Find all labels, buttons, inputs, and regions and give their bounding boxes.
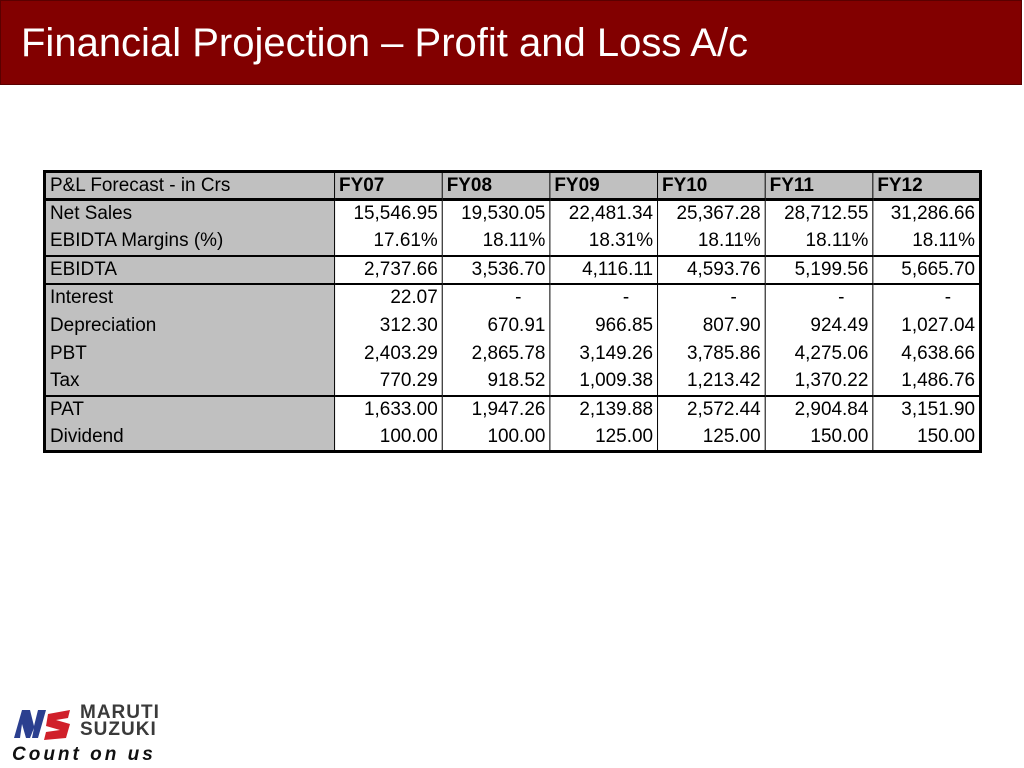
table-cell: - bbox=[657, 282, 766, 312]
table-row: Dividend 100.00 100.00 125.00 125.00 150… bbox=[44, 423, 981, 452]
table-cell: 3,785.86 bbox=[657, 339, 766, 368]
table-cell: 1,213.42 bbox=[657, 367, 766, 396]
table-row: Net Sales 15,546.95 19,530.05 22,481.34 … bbox=[44, 199, 981, 228]
logo-wordmark: MARUTI SUZUKI bbox=[80, 702, 160, 740]
table-cell: 1,027.04 bbox=[872, 311, 981, 340]
table-cell: 924.49 bbox=[764, 311, 873, 340]
table-cell: 1,947.26 bbox=[441, 394, 550, 424]
table-cell: 18.11% bbox=[872, 227, 981, 256]
table-cell: 1,486.76 bbox=[872, 367, 981, 396]
table-cell: 22.07 bbox=[334, 282, 443, 312]
table-cell: 22,481.34 bbox=[549, 199, 658, 228]
table-cell: - bbox=[441, 282, 550, 312]
row-label: Depreciation bbox=[44, 311, 336, 340]
table-cell: 918.52 bbox=[441, 367, 550, 396]
table-row: Interest 22.07 - - - - - bbox=[44, 282, 981, 312]
table-cell: 100.00 bbox=[441, 423, 550, 452]
maruti-suzuki-logo: MARUTI SUZUKI Count on us bbox=[12, 702, 192, 765]
table-header-row: P&L Forecast - in Crs FY07 FY08 FY09 FY1… bbox=[44, 171, 981, 201]
pl-forecast-table: P&L Forecast - in Crs FY07 FY08 FY09 FY1… bbox=[43, 170, 982, 453]
table-cell: 5,665.70 bbox=[872, 254, 981, 284]
table-cell: 3,536.70 bbox=[441, 254, 550, 284]
table-cell: 18.11% bbox=[441, 227, 550, 256]
table-cell: 770.29 bbox=[334, 367, 443, 396]
table-cell: 807.90 bbox=[657, 311, 766, 340]
table-cell: 2,737.66 bbox=[334, 254, 443, 284]
table-cell: - bbox=[872, 282, 981, 312]
table-cell: 2,139.88 bbox=[549, 394, 658, 424]
table-cell: 1,370.22 bbox=[764, 367, 873, 396]
table-cell: 18.31% bbox=[549, 227, 658, 256]
table-cell: 4,638.66 bbox=[872, 339, 981, 368]
table-row: EBIDTA 2,737.66 3,536.70 4,116.11 4,593.… bbox=[44, 254, 981, 284]
table-cell: 1,009.38 bbox=[549, 367, 658, 396]
table-corner-label: P&L Forecast - in Crs bbox=[44, 171, 335, 201]
table-cell: 4,275.06 bbox=[764, 339, 873, 368]
table-cell: - bbox=[764, 282, 873, 312]
table-cell: 3,151.90 bbox=[872, 394, 981, 424]
row-label: Dividend bbox=[44, 423, 336, 452]
table-cell: 2,572.44 bbox=[657, 394, 766, 424]
table-cell: 150.00 bbox=[764, 423, 873, 452]
title-bar: Financial Projection – Profit and Loss A… bbox=[0, 0, 1022, 85]
table-cell: 150.00 bbox=[872, 423, 981, 452]
table-cell: - bbox=[549, 282, 658, 312]
table-row: PAT 1,633.00 1,947.26 2,139.88 2,572.44 … bbox=[44, 394, 981, 424]
column-header: FY08 bbox=[441, 171, 550, 201]
logo-brand-line2: SUZUKI bbox=[80, 719, 157, 740]
table-cell: 31,286.66 bbox=[872, 199, 981, 228]
column-header: FY10 bbox=[657, 171, 766, 201]
table-cell: 18.11% bbox=[657, 227, 766, 256]
table-cell: 4,593.76 bbox=[657, 254, 766, 284]
row-label: PAT bbox=[44, 394, 336, 424]
row-label: Interest bbox=[44, 282, 336, 312]
table-row: Depreciation 312.30 670.91 966.85 807.90… bbox=[44, 311, 981, 340]
row-label: EBIDTA Margins (%) bbox=[44, 227, 336, 256]
row-label: Tax bbox=[44, 367, 336, 396]
table-cell: 1,633.00 bbox=[334, 394, 443, 424]
table-cell: 3,149.26 bbox=[549, 339, 658, 368]
table-cell: 2,865.78 bbox=[441, 339, 550, 368]
row-label: PBT bbox=[44, 339, 336, 368]
logo-brand-line1: MARUTI bbox=[80, 702, 160, 723]
table-cell: 17.61% bbox=[334, 227, 443, 256]
table-cell: 670.91 bbox=[441, 311, 550, 340]
table-cell: 28,712.55 bbox=[764, 199, 873, 228]
table-cell: 4,116.11 bbox=[549, 254, 658, 284]
column-header: FY07 bbox=[334, 171, 443, 201]
table-cell: 15,546.95 bbox=[334, 199, 443, 228]
table-cell: 2,904.84 bbox=[764, 394, 873, 424]
logo-tagline: Count on us bbox=[12, 744, 156, 765]
table-row: Tax 770.29 918.52 1,009.38 1,213.42 1,37… bbox=[44, 367, 981, 396]
table-cell: 125.00 bbox=[549, 423, 658, 452]
row-label: Net Sales bbox=[44, 199, 336, 228]
maruti-suzuki-logo-mark-icon bbox=[12, 706, 74, 742]
table-cell: 25,367.28 bbox=[657, 199, 766, 228]
table-cell: 2,403.29 bbox=[334, 339, 443, 368]
table-cell: 18.11% bbox=[764, 227, 873, 256]
table-cell: 125.00 bbox=[657, 423, 766, 452]
column-header: FY09 bbox=[549, 171, 658, 201]
row-label: EBIDTA bbox=[44, 254, 336, 284]
column-header: FY11 bbox=[764, 171, 873, 201]
table-cell: 966.85 bbox=[549, 311, 658, 340]
table-cell: 312.30 bbox=[334, 311, 443, 340]
table-row: PBT 2,403.29 2,865.78 3,149.26 3,785.86 … bbox=[44, 339, 981, 368]
table-cell: 19,530.05 bbox=[441, 199, 550, 228]
slide-title: Financial Projection – Profit and Loss A… bbox=[21, 21, 749, 65]
table-cell: 100.00 bbox=[334, 423, 443, 452]
table-cell: 5,199.56 bbox=[764, 254, 873, 284]
column-header: FY12 bbox=[872, 171, 981, 201]
table-row: EBIDTA Margins (%) 17.61% 18.11% 18.31% … bbox=[44, 227, 981, 256]
